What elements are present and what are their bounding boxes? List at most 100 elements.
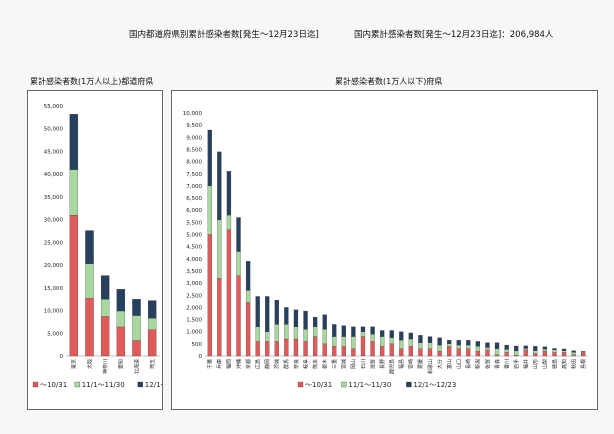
bar-segment <box>523 349 528 357</box>
bar-segment <box>217 278 222 357</box>
bar-segment <box>303 341 308 357</box>
y-tick-label: 2,500 <box>186 293 202 299</box>
y-tick-label: 4,500 <box>186 245 202 251</box>
bar-segment <box>456 348 461 357</box>
category-label: 広島 <box>254 359 261 369</box>
category-label: 青森 <box>494 359 501 369</box>
bar-segment <box>245 261 251 291</box>
bar-segment <box>514 350 519 356</box>
bar-segment <box>100 275 110 300</box>
bar-segment <box>245 302 251 357</box>
category-label: 山形 <box>532 359 539 369</box>
bar-segment <box>389 337 394 344</box>
category-label: 長崎 <box>465 359 472 369</box>
bar-segment <box>132 315 141 341</box>
bar-segment <box>255 296 260 327</box>
category-label: 岐阜 <box>302 359 309 369</box>
bar-segment <box>475 346 481 352</box>
category-label: 富山 <box>446 359 453 369</box>
category-label: 徳島 <box>551 359 558 369</box>
bar-segment <box>284 307 289 325</box>
bar-segment <box>332 324 337 337</box>
y-tick-label: 15,000 <box>44 286 64 292</box>
bar-segment <box>116 326 126 357</box>
bar-segment <box>389 343 394 357</box>
category-label: 山梨 <box>542 359 549 369</box>
bar-segment <box>533 353 538 357</box>
y-tick-label: 10,000 <box>44 309 64 315</box>
legend-swatch <box>297 381 304 388</box>
bar-segment <box>100 316 110 357</box>
category-label: 岩手 <box>513 359 520 369</box>
category-label: 宮城 <box>341 359 348 369</box>
bar-segment <box>408 332 413 340</box>
bar-segment <box>571 352 576 355</box>
bar-segment <box>265 296 270 332</box>
bar-segment <box>494 348 500 355</box>
bar-segment <box>552 348 557 351</box>
category-label: 神奈川 <box>102 359 109 374</box>
right-chart-svg: 0 500 1,000 1,500 2,000 2,500 3,000 3,500 4,000 4… <box>183 111 588 389</box>
category-label: 北海道 <box>133 359 140 374</box>
bar-segment <box>447 340 452 344</box>
y-tick-label: 10,000 <box>183 111 203 117</box>
bar-segment <box>437 337 442 346</box>
category-label: 愛知 <box>118 359 125 369</box>
category-label: 沖縄 <box>235 359 242 369</box>
category-label: 奈良 <box>293 359 300 369</box>
bar-segment <box>132 299 141 316</box>
category-label: 高知 <box>561 359 568 369</box>
y-tick-label: 9,000 <box>186 135 202 141</box>
bar-segment <box>274 324 279 342</box>
category-label: 栃木 <box>321 359 328 369</box>
bar-segment <box>100 299 110 317</box>
bar-segment <box>418 342 423 349</box>
y-tick-label: 500 <box>192 342 203 348</box>
bar-segment <box>207 129 212 187</box>
bar-segment <box>380 346 385 357</box>
category-label: 茨城 <box>274 359 281 369</box>
category-label: 埼玉 <box>149 359 156 369</box>
bar-segment <box>485 349 490 357</box>
bar-segment <box>523 348 528 351</box>
right-chart-frame: 0 500 1,000 1,500 2,000 2,500 3,000 3,500 4,000 4… <box>171 90 598 410</box>
bar-segment <box>389 330 394 338</box>
y-tick-label: 45,000 <box>44 149 64 155</box>
bar-segment <box>341 336 346 347</box>
y-tick-label: 9,500 <box>186 123 202 129</box>
y-tick-label: 4,000 <box>186 257 202 263</box>
y-tick-label: 20,000 <box>44 263 64 269</box>
bar-segment <box>427 342 433 349</box>
bar-segment <box>236 275 241 357</box>
y-tick-label: 35,000 <box>44 195 64 201</box>
y-tick-label: 7,500 <box>186 172 202 178</box>
bar-segment <box>399 331 404 341</box>
bar-segment <box>284 338 289 357</box>
bar-segment <box>332 346 337 357</box>
y-tick-label: 2,000 <box>186 305 202 311</box>
bar-segment <box>312 326 318 337</box>
legend-label: ～10/31 <box>40 381 67 389</box>
bar-segment <box>69 169 79 216</box>
bar-segment <box>418 348 423 357</box>
right-chart-title: 累計感染者数(1万人以下)府県 <box>335 77 443 86</box>
bar-segment <box>147 318 157 330</box>
bar-segment <box>293 326 299 340</box>
bar-segment <box>351 326 356 337</box>
bar-segment <box>418 335 423 343</box>
bar-segment <box>571 350 576 353</box>
bar-segment <box>485 347 490 351</box>
bar-segment <box>360 326 366 332</box>
bar-segment <box>475 341 481 347</box>
bar-segment <box>475 351 481 357</box>
bar-segment <box>322 343 327 357</box>
category-label: 群馬 <box>283 359 290 369</box>
bar-segment <box>533 350 538 354</box>
category-label: 愛媛 <box>417 359 424 369</box>
bar-segment <box>408 346 413 357</box>
legend-label: 11/1～11/30 <box>348 381 391 389</box>
bar-segment <box>147 300 157 319</box>
bar-segment <box>85 298 94 357</box>
bar-segment <box>207 185 212 235</box>
bar-segment <box>552 352 557 357</box>
